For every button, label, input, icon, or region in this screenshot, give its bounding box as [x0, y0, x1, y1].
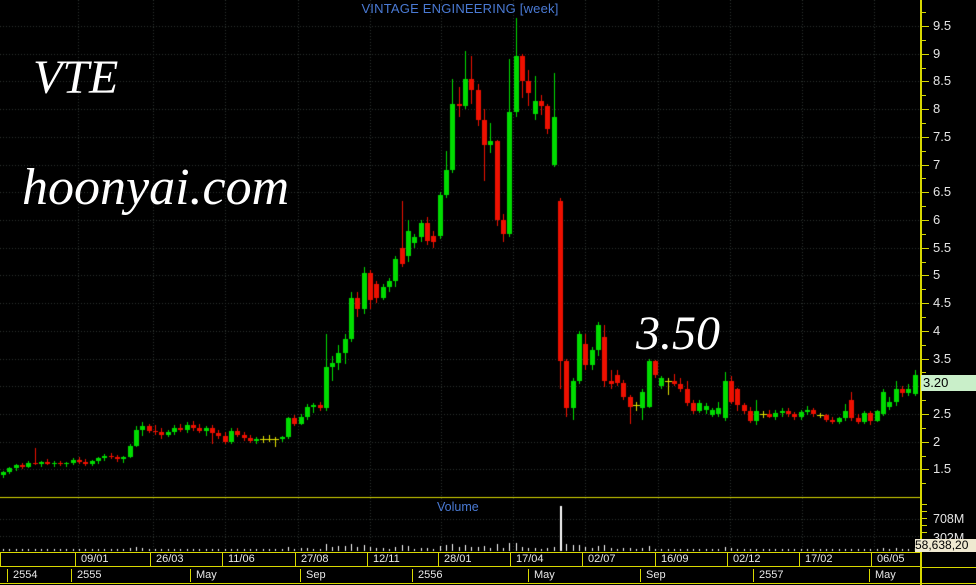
- price-axis-tick: [922, 359, 929, 360]
- price-axis-tick: [922, 414, 929, 415]
- price-axis-tick: [922, 123, 926, 124]
- price-tick-label: 4.5: [933, 295, 952, 310]
- date-cell: 12/11: [367, 553, 400, 566]
- price-tick-label: 3.5: [933, 351, 952, 366]
- date-cell: 17/02: [799, 553, 833, 566]
- price-axis-tick: [922, 248, 929, 249]
- price-axis-tick: [922, 442, 929, 443]
- watermark-price-note: 3.50: [636, 307, 720, 360]
- year-cell: Sep: [640, 569, 666, 582]
- date-cell: 11/06: [222, 553, 255, 566]
- volume-tick-label: 708M: [933, 512, 965, 526]
- date-cell: 16/09: [655, 553, 689, 566]
- x-axis-year-row: 2554 2555 May Sep 2556 May Sep 2557 May: [0, 568, 976, 584]
- price-tick-label: 8: [933, 101, 941, 116]
- date-cell: 28/01: [438, 553, 472, 566]
- volume-panel-label: Volume: [437, 500, 479, 514]
- price-axis-tick: [922, 151, 926, 152]
- price-axis-tick: [922, 372, 926, 373]
- price-tick-label: 9.5: [933, 18, 952, 33]
- price-axis-tick: [922, 192, 929, 193]
- year-cell: 2555: [71, 569, 101, 582]
- price-axis-tick: [922, 275, 929, 276]
- date-cell: 02/07: [582, 553, 616, 566]
- year-cell: May: [869, 569, 896, 582]
- volume-axis-tick: [922, 525, 927, 526]
- price-tick-label: 5.5: [933, 240, 952, 255]
- date-cell: [0, 553, 6, 566]
- price-tick-label: 7: [933, 157, 941, 172]
- x-axis-date-row: 09/01 26/03 11/06 27/08 12/11 28/01 17/04 02/07…: [0, 552, 920, 567]
- price-axis-tick: [922, 262, 926, 263]
- year-cell: 2557: [753, 569, 783, 582]
- price-axis-line: [920, 0, 922, 585]
- year-cell: May: [190, 569, 217, 582]
- date-cell: 26/03: [150, 553, 184, 566]
- year-cell: May: [528, 569, 555, 582]
- price-axis-tick: [922, 12, 926, 13]
- price-axis-tick: [922, 26, 929, 27]
- volume-axis-tick: [922, 532, 927, 533]
- price-axis-tick: [922, 95, 926, 96]
- volume-axis-tick: [922, 504, 927, 505]
- date-cell: 02/12: [727, 553, 761, 566]
- x-axis-divider-line: [920, 567, 976, 568]
- date-cell: 17/04: [510, 553, 544, 566]
- watermark-site: hoonyai.com: [22, 159, 290, 216]
- price-axis-tick: [922, 220, 929, 221]
- price-axis-tick: [922, 331, 929, 332]
- price-axis-tick: [922, 456, 926, 457]
- price-axis-tick: [922, 54, 929, 55]
- year-cell: 2554: [7, 569, 37, 582]
- date-cell: 09/01: [75, 553, 109, 566]
- price-axis-tick: [922, 206, 926, 207]
- year-cell: Sep: [300, 569, 326, 582]
- price-axis-tick: [922, 428, 926, 429]
- price-tick-label: 6: [933, 212, 941, 227]
- price-axis-tick: [922, 234, 926, 235]
- price-axis-tick: [922, 165, 929, 166]
- price-tick-label: 6.5: [933, 184, 952, 199]
- price-tick-label: 2: [933, 434, 941, 449]
- chart-title: VINTAGE ENGINEERING [week]: [361, 1, 559, 16]
- price-volume-chart-canvas[interactable]: [0, 0, 920, 552]
- price-axis-tick: [922, 137, 929, 138]
- price-axis-tick: [922, 40, 926, 41]
- price-axis-tick: [922, 109, 929, 110]
- price-axis-tick: [922, 81, 929, 82]
- price-axis-tick: [922, 345, 926, 346]
- price-tick-label: 7.5: [933, 129, 952, 144]
- volume-axis-tick: [922, 511, 927, 512]
- price-axis-tick: [922, 178, 926, 179]
- price-tick-label: 4: [933, 323, 941, 338]
- price-tick-label: 8.5: [933, 73, 952, 88]
- last-price-badge: 3.20: [921, 375, 976, 391]
- price-axis-tick: [922, 483, 926, 484]
- price-tick-label: 2.5: [933, 406, 952, 421]
- watermark-symbol: VTE: [33, 51, 119, 104]
- price-axis-tick: [922, 317, 926, 318]
- current-volume-badge: 58,638,20: [915, 539, 976, 552]
- price-tick-label: 1.5: [933, 461, 952, 476]
- price-tick-label: 9: [933, 46, 941, 61]
- price-axis-tick: [922, 469, 929, 470]
- year-cell: 2556: [412, 569, 442, 582]
- volume-axis-tick: [922, 518, 927, 519]
- date-cell: 06/05: [871, 553, 905, 566]
- price-axis-tick: [922, 289, 926, 290]
- price-tick-label: 5: [933, 267, 941, 282]
- price-axis-tick: [922, 400, 926, 401]
- price-axis-tick: [922, 68, 926, 69]
- price-axis-tick: [922, 303, 929, 304]
- date-cell: 27/08: [295, 553, 329, 566]
